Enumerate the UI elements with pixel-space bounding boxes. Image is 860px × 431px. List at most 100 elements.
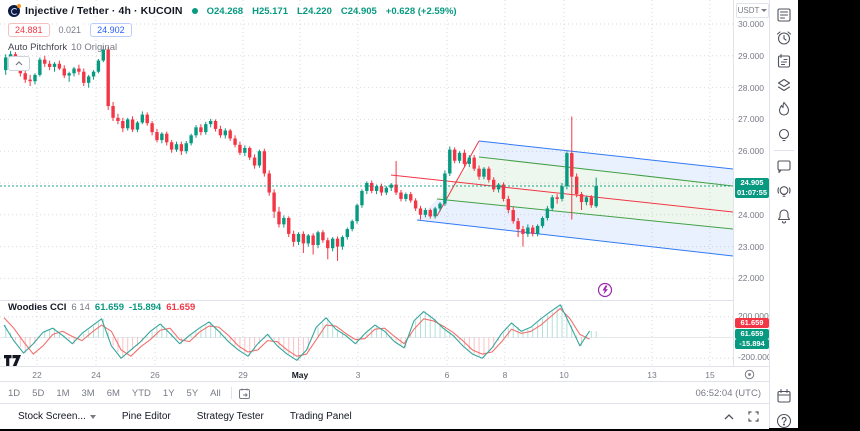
candle	[77, 68, 81, 72]
fullscreen-icon[interactable]	[748, 411, 759, 422]
chart-canvas[interactable]	[0, 0, 733, 366]
candle	[594, 186, 598, 207]
alert-clock-icon[interactable]	[775, 29, 793, 47]
help-icon[interactable]	[775, 412, 793, 430]
sidebar-divider	[774, 150, 794, 151]
cci-axis-top-label: 200.000	[738, 311, 769, 321]
time-axis-label: 8	[502, 370, 508, 380]
hotlist-icon[interactable]	[775, 100, 793, 118]
price-axis-label: 29.000	[738, 50, 764, 61]
details-icon[interactable]	[775, 6, 793, 24]
candle	[506, 198, 511, 211]
candle	[370, 183, 374, 191]
range-button-6m[interactable]: 6M	[106, 387, 120, 399]
candle	[565, 153, 569, 187]
candle	[121, 120, 125, 129]
candle	[438, 203, 442, 209]
collapse-panel-icon[interactable]	[724, 413, 734, 420]
tab-strategy-tester[interactable]: Strategy Tester	[197, 411, 264, 422]
ask-price-chip[interactable]: 24.902	[90, 23, 132, 37]
range-button-all[interactable]: All	[210, 387, 221, 399]
candlesticks-layer	[4, 46, 598, 261]
candle	[204, 124, 208, 133]
price-axis[interactable]: USDT 24.905 01:07:55 200.000 -200.000 30…	[733, 0, 772, 366]
candle	[277, 211, 281, 225]
candle	[350, 221, 354, 230]
candle	[238, 144, 242, 153]
candle	[330, 238, 335, 249]
candle	[472, 157, 476, 169]
tab-trading-panel[interactable]: Trading Panel	[290, 411, 352, 422]
tab-stock-screen[interactable]: Stock Screen...	[18, 411, 96, 422]
candle	[389, 184, 393, 188]
pane-separator[interactable]	[0, 300, 769, 301]
candle	[433, 208, 437, 217]
cci-value-2: -15.894	[128, 302, 162, 313]
symbol-title[interactable]: Injective / Tether · 4h · KUCOIN	[25, 5, 183, 17]
candle	[345, 229, 349, 238]
candle	[86, 76, 91, 83]
spread-value: 0.021	[55, 23, 85, 37]
price-axis-label: 27.000	[738, 114, 764, 125]
candle	[248, 148, 252, 158]
indicator-name[interactable]: Auto Pitchfork	[8, 42, 68, 53]
utc-clock[interactable]: 06:52:04 (UTC)	[695, 387, 761, 399]
candle	[82, 71, 86, 83]
candle	[521, 229, 525, 234]
last-price-tag: 24.905 01:07:55	[735, 178, 769, 198]
candle	[150, 123, 154, 133]
range-button-5d[interactable]: 5D	[32, 387, 45, 399]
bid-price-chip[interactable]: 24.881	[8, 23, 50, 37]
cci-title[interactable]: Woodies CCI	[8, 302, 67, 313]
time-axis-label: 3	[355, 370, 361, 380]
time-axis-label: 10	[559, 370, 569, 380]
calendar-icon[interactable]	[775, 387, 793, 405]
streams-icon[interactable]	[775, 182, 793, 200]
candle	[199, 127, 203, 133]
range-button-1d[interactable]: 1D	[8, 387, 21, 399]
candle	[165, 133, 169, 143]
range-button-5y[interactable]: 5Y	[186, 387, 199, 399]
ideas-icon[interactable]	[775, 126, 793, 144]
candle	[267, 173, 271, 193]
price-axis-label: 24.000	[738, 209, 764, 220]
candle	[570, 153, 574, 177]
range-button-ytd[interactable]: YTD	[131, 387, 151, 399]
candle	[296, 233, 301, 242]
go-to-date-icon[interactable]	[238, 387, 251, 400]
candle	[501, 184, 506, 199]
object-tree-icon[interactable]	[775, 76, 793, 94]
currency-selector[interactable]: USDT	[736, 3, 769, 18]
candle	[47, 63, 52, 67]
tab-label: Pine Editor	[121, 411, 171, 422]
candle	[384, 187, 389, 193]
ohlc-change: +0.628 (+2.59%)	[385, 5, 457, 17]
range-button-3m[interactable]: 3M	[81, 387, 95, 399]
chat-icon[interactable]	[775, 157, 793, 175]
auto-drawing-marker-icon[interactable]	[597, 282, 613, 298]
candle	[443, 173, 447, 204]
time-axis-label: 13	[647, 370, 657, 380]
tab-pine-editor[interactable]: Pine Editor	[122, 411, 171, 422]
candle	[252, 157, 257, 166]
time-axis-label: 6	[444, 370, 450, 380]
range-button-1y[interactable]: 1Y	[162, 387, 175, 399]
candle	[33, 74, 37, 82]
candle	[457, 152, 462, 161]
chart-legend: Injective / Tether · 4h · KUCOIN O24.268…	[8, 3, 461, 71]
range-button-1m[interactable]: 1M	[56, 387, 70, 399]
time-axis[interactable]: 22 24 26 29 May 3 6 8 10 13 15	[0, 366, 769, 382]
candle	[379, 186, 384, 193]
candle	[155, 132, 159, 141]
ohlc-low: L24.220	[297, 5, 332, 17]
price-axis-label: 22.000	[738, 273, 764, 284]
legend-collapse-button[interactable]	[8, 56, 30, 71]
candle	[23, 73, 27, 80]
last-price-value: 24.905	[740, 178, 764, 187]
candle	[335, 238, 340, 247]
notes-icon[interactable]	[775, 52, 793, 70]
candle	[550, 197, 554, 209]
axis-settings-icon[interactable]	[744, 369, 755, 380]
bell-icon[interactable]	[775, 207, 793, 225]
candle	[413, 200, 418, 209]
